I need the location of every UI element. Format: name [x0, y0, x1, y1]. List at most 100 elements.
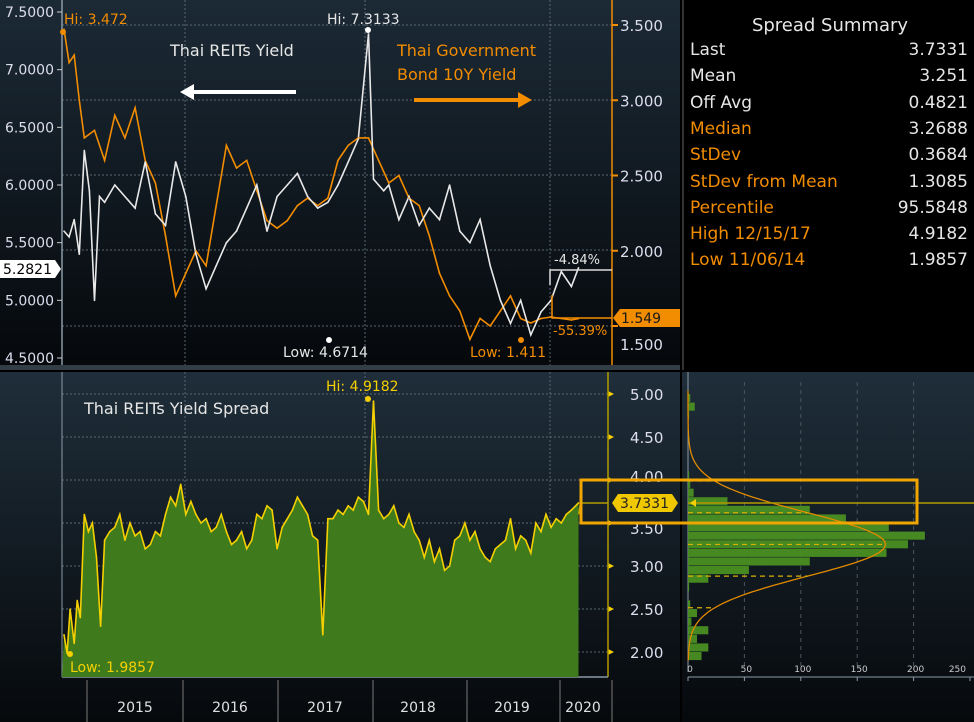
spread-point — [443, 569, 446, 572]
reits-point — [372, 178, 375, 181]
hist-bar — [688, 514, 846, 523]
spread-point — [479, 548, 481, 550]
spread-axis-tick-label: 3.50 — [630, 520, 663, 538]
reits-point — [195, 253, 197, 255]
bond-point — [195, 249, 197, 252]
summary-label: Last — [690, 40, 726, 60]
hist-x-tick-label: 0 — [687, 665, 693, 675]
spread-point — [464, 522, 466, 524]
spread-point — [342, 513, 344, 516]
reits-point — [93, 299, 96, 302]
bond-point — [215, 204, 218, 207]
spread-point — [499, 543, 502, 546]
spread-point — [403, 526, 405, 529]
left-axis-tick-label: 5.5000 — [5, 236, 54, 252]
spread-point — [169, 496, 172, 498]
spread-point — [321, 634, 324, 636]
hist-bar — [688, 402, 695, 411]
summary-row: Off Avg 0.4821 — [690, 93, 968, 119]
hist-bar — [688, 557, 810, 566]
spread-point — [164, 513, 167, 516]
reits-point — [479, 218, 481, 221]
last-connector — [577, 502, 608, 515]
spread-point — [144, 548, 147, 550]
spread-point — [418, 539, 420, 541]
bond-point — [174, 295, 177, 297]
reits-point — [428, 207, 431, 209]
summary-value: 1.9857 — [908, 250, 968, 271]
hist-bar — [688, 471, 690, 480]
spread-point — [83, 513, 86, 516]
bond-point — [205, 265, 207, 267]
bond-point — [256, 189, 258, 192]
spread-point — [190, 500, 192, 503]
reits-point — [377, 184, 380, 186]
spread-point — [438, 548, 441, 550]
spread-point — [159, 535, 162, 537]
bond-point — [235, 167, 238, 169]
summary-label: StDev from Mean — [690, 171, 838, 192]
spread-point — [489, 560, 492, 563]
hist-bar — [688, 626, 709, 635]
reits-point — [164, 224, 167, 227]
spread-point — [108, 530, 111, 533]
hist-bar — [688, 531, 925, 540]
spread-point — [577, 502, 580, 504]
spread-point — [95, 556, 98, 559]
spread-point — [225, 530, 228, 533]
reits-point — [144, 161, 147, 163]
spread-point — [514, 548, 517, 550]
reits-point — [134, 207, 136, 209]
bond-point — [438, 272, 441, 275]
spread-point — [200, 522, 202, 524]
right-axis-tick — [608, 477, 614, 483]
yield-chart[interactable]: 7.5000 7.0000 6.5000 6.0000 5.5000 5.0000 4.50… — [0, 0, 680, 370]
bond-point — [306, 197, 309, 199]
hist-bar — [688, 523, 889, 532]
bond-point — [499, 310, 502, 312]
summary-row: Low 11/06/14 1.9857 — [690, 250, 968, 276]
spread-histogram[interactable]: 0 50 100 150 200 250 — [682, 372, 974, 722]
spread-chart[interactable]: 5.00 4.50 4.00 3.50 3.00 2.50 2.00 Thai REITs Y… — [0, 372, 680, 722]
bond-point — [73, 54, 75, 56]
spread-axis-tick-label: 5.00 — [630, 386, 663, 404]
bond-point — [276, 227, 278, 229]
bond-point — [266, 219, 268, 222]
reits-point — [316, 207, 319, 209]
spread-point — [398, 522, 400, 524]
reits-point — [509, 322, 512, 325]
left-axis-tick-label: 7.5000 — [5, 5, 54, 21]
spread-hi-marker — [365, 396, 371, 402]
spread-point — [545, 513, 547, 516]
spread-point — [129, 522, 131, 524]
spread-point — [362, 500, 365, 503]
spread-point — [113, 526, 116, 529]
bond-point — [367, 137, 370, 139]
right-axis-tick-label: 1.500 — [620, 336, 663, 354]
hist-x-tick-label: 250 — [949, 665, 966, 675]
summary-value: 95.5848 — [897, 197, 968, 218]
bond-hi-marker — [60, 29, 66, 35]
reits-point — [154, 213, 157, 215]
spread-point — [240, 530, 243, 533]
right-axis-tick-label: 3.000 — [620, 92, 663, 110]
spread-point — [347, 505, 349, 507]
reits-point — [458, 230, 461, 232]
bond-point — [377, 159, 380, 162]
spread-axis-tick-label: 3.00 — [630, 558, 663, 576]
spread-point — [276, 548, 278, 550]
summary-label: Percentile — [690, 197, 774, 218]
spread-hi-label: Hi: 4.9182 — [326, 379, 399, 395]
bond-low-label: Low: 1.411 — [470, 345, 546, 361]
summary-row: Median 3.2688 — [690, 119, 968, 145]
spread-last-value: 3.7331 — [620, 496, 669, 512]
bond-point — [78, 99, 81, 102]
bond-point — [337, 159, 339, 162]
spread-summary-title: Spread Summary — [751, 15, 909, 36]
reits-point — [327, 201, 329, 204]
hist-bar — [688, 583, 690, 592]
spread-point — [91, 522, 94, 524]
spread-point — [149, 543, 152, 546]
reits-point — [83, 149, 86, 152]
x-axis-label: 2020 — [565, 700, 601, 716]
